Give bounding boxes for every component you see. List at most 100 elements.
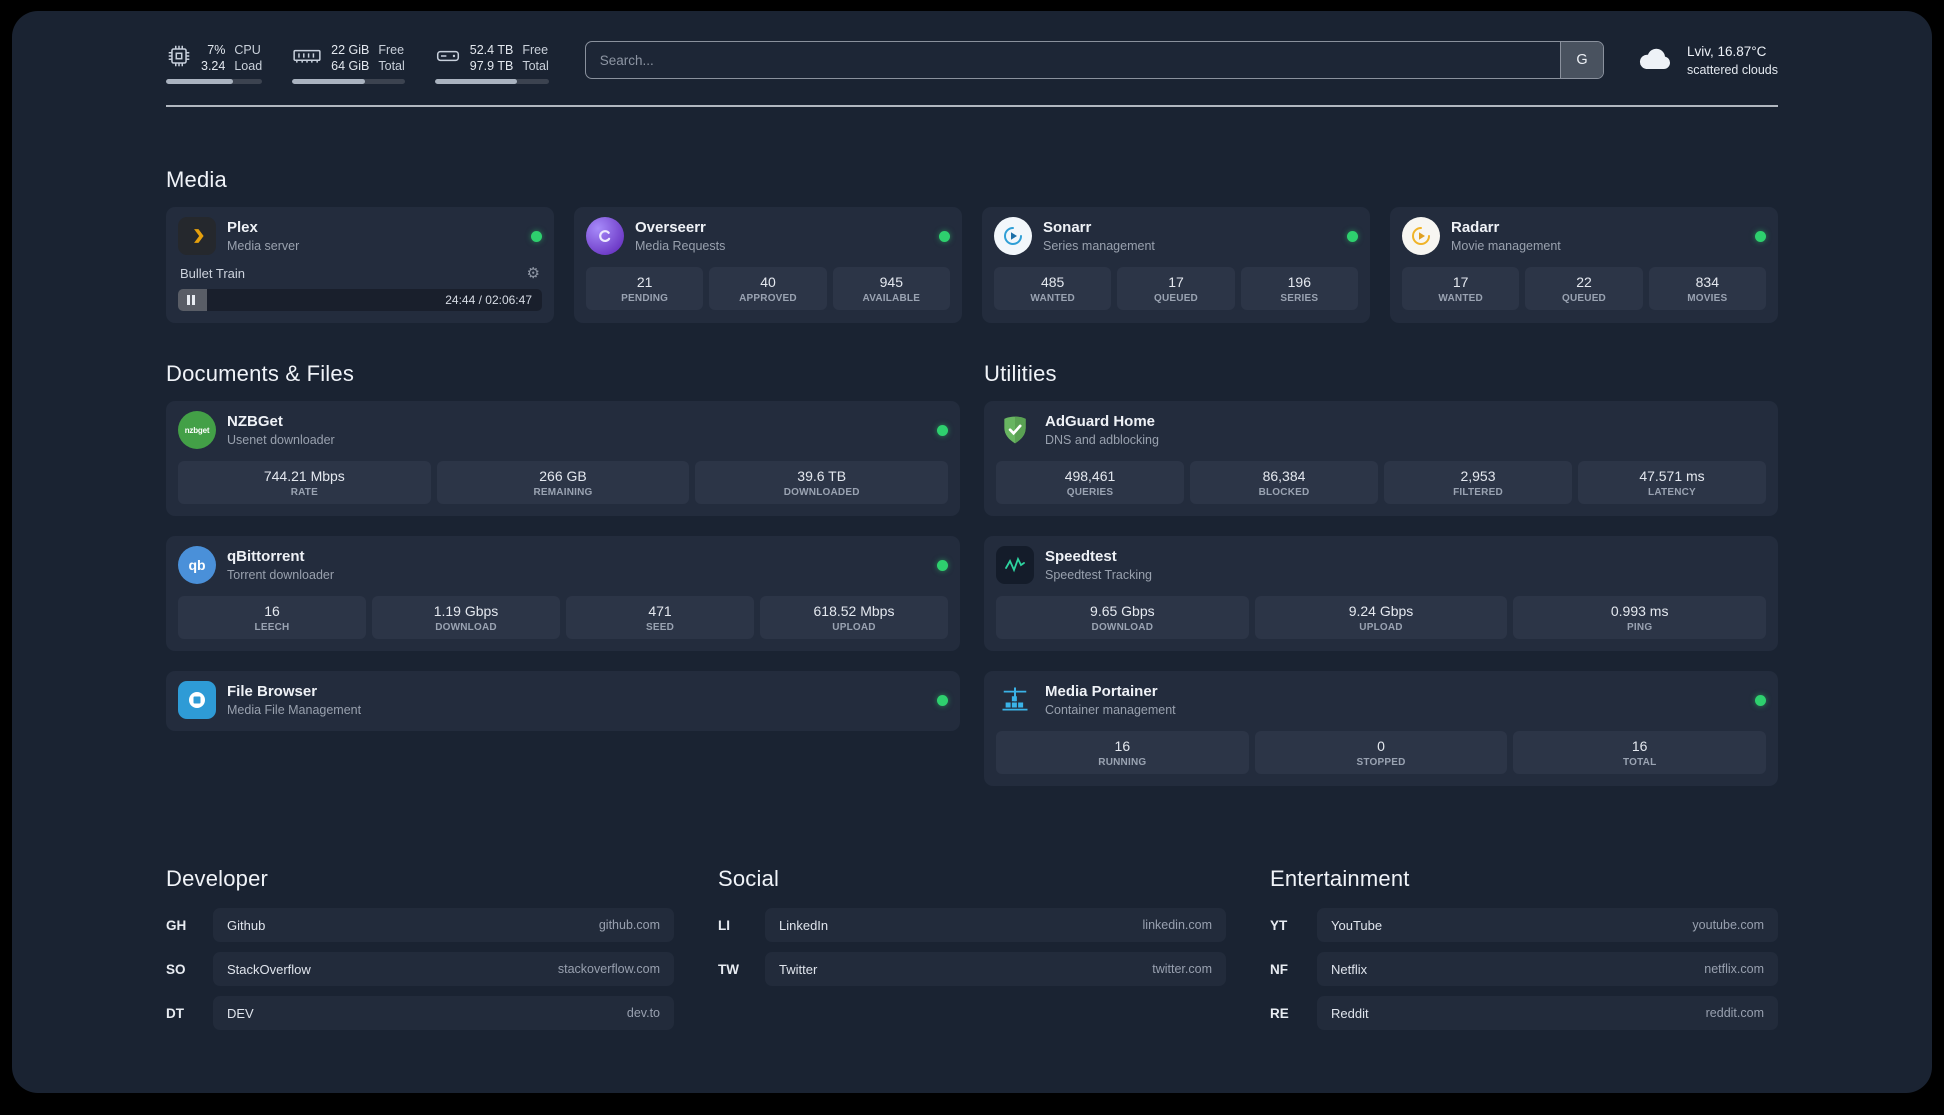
memory-label: Free [378,42,405,57]
pause-button[interactable] [178,295,204,305]
bookmark-netflix[interactable]: Netflix netflix.com [1317,952,1778,986]
bookmark-domain: netflix.com [1704,962,1764,976]
stat-upload: 618.52 Mbps UPLOAD [760,596,948,639]
search-input[interactable] [585,42,1560,78]
stat-value: 834 [1695,274,1719,290]
stat-value: 47.571 ms [1639,468,1705,484]
bookmark-name: Github [227,917,266,933]
service-link-qbittorrent[interactable]: qb qBittorrent Torrent downloader [178,546,948,584]
service-desc: Speedtest Tracking [1045,567,1153,582]
bookmark-youtube[interactable]: YouTube youtube.com [1317,908,1778,942]
stat-label: MOVIES [1687,293,1728,304]
memory-free: 22 GiB [331,42,370,57]
bookmark-row: DT DEV dev.to [166,996,674,1030]
bookmark-row: NF Netflix netflix.com [1270,952,1778,986]
service-desc: DNS and adblocking [1045,432,1159,447]
stat-stopped: 0 STOPPED [1254,731,1508,774]
service-link-sonarr[interactable]: Sonarr Series management [994,217,1358,255]
service-link-portainer[interactable]: Media Portainer Container management [996,681,1766,719]
status-dot [1755,230,1766,242]
service-name: File Browser [227,683,318,701]
stat-label: FILTERED [1453,487,1503,498]
gear-icon[interactable]: ⚙ [526,265,540,282]
disk-icon [435,43,461,74]
cpu-bar [166,79,263,85]
service-link-radarr[interactable]: Radarr Movie management [1402,217,1766,255]
search-provider-button[interactable]: G [1559,42,1603,78]
service-link-plex[interactable]: Plex Media server [178,217,542,255]
playback-progress-bar[interactable]: 24:44 / 02:06:47 [178,289,542,311]
service-name: Overseerr [635,219,706,237]
search-bar: G [584,41,1604,79]
stat-label: DOWNLOAD [1091,622,1154,633]
status-dot [1755,694,1766,706]
section-social: Social LI LinkedIn linkedin.com TW Twitt… [718,866,1226,1030]
bookmark-reddit[interactable]: Reddit reddit.com [1317,996,1778,1030]
stat-value: 9.24 Gbps [1348,603,1414,619]
bookmark-dev[interactable]: DEV dev.to [213,996,674,1030]
cloud-icon [1634,44,1676,79]
service-link-filebrowser[interactable]: File Browser Media File Management [178,681,948,719]
stat-label: UPLOAD [832,622,876,633]
stat-pending: 21 PENDING [586,267,704,310]
adguard-icon [996,411,1034,449]
stat-leech: 16 LEECH [178,596,366,639]
cpu-widget: 7% 3.24 CPU Load [166,42,263,85]
now-playing-title: Bullet Train [180,265,246,281]
service-link-speedtest[interactable]: Speedtest Speedtest Tracking [996,546,1766,584]
service-card-filebrowser: File Browser Media File Management [166,671,960,731]
stat-value: 0.993 ms [1610,603,1669,619]
bookmark-github[interactable]: Github github.com [213,908,674,942]
stat-download: 1.19 Gbps DOWNLOAD [372,596,560,639]
bookmark-name: DEV [227,1005,254,1021]
bookmark-name: Twitter [779,961,818,977]
stat-movies: 834 MOVIES [1648,267,1766,310]
stat-value: 618.52 Mbps [813,603,895,619]
portainer-icon [996,681,1034,719]
bookmark-twitter[interactable]: Twitter twitter.com [765,952,1226,986]
stat-value: 22 [1576,274,1592,290]
section-media: Media Plex Media server [166,167,1778,323]
stat-label: APPROVED [739,293,797,304]
stat-queries: 498,461 QUERIES [996,461,1184,504]
service-link-adguard[interactable]: AdGuard Home DNS and adblocking [996,411,1766,449]
section-title-entertainment: Entertainment [1270,866,1410,891]
stat-label: QUEUED [1562,293,1606,304]
memory-label2: Total [378,59,405,73]
service-card-radarr: Radarr Movie management 17 WANTED 22 QUE… [1390,207,1778,323]
stat-seed: 471 SEED [566,596,754,639]
section-title-developer: Developer [166,866,269,891]
stat-value: 16 [264,603,280,619]
radarr-icon [1402,217,1440,255]
service-desc: Usenet downloader [227,432,335,447]
service-card-adguard: AdGuard Home DNS and adblocking 498,461 … [984,401,1778,516]
service-link-nzbget[interactable]: nzbget NZBGet Usenet downloader [178,411,948,449]
dashboard: 7% 3.24 CPU Load [12,11,1932,1093]
stat-label: DOWNLOADED [783,487,860,498]
stat-value: 9.65 Gbps [1090,603,1155,619]
stat-label: DOWNLOAD [435,622,497,633]
service-link-overseerr[interactable]: Overseerr Media Requests [586,217,950,255]
speedtest-icon [996,546,1034,584]
stat-label: PENDING [621,293,669,304]
stat-label: RATE [290,487,318,498]
overseerr-icon [586,217,624,255]
status-dot [937,694,948,706]
stat-value: 21 [636,274,653,290]
bookmark-abbr: GH [166,917,187,933]
service-desc: Media server [227,238,300,253]
stat-latency: 47.571 ms LATENCY [1578,461,1766,504]
service-card-sonarr: Sonarr Series management 485 WANTED 17 Q… [982,207,1370,323]
disk-free: 52.4 TB [469,42,514,57]
section-title-social: Social [718,866,780,891]
service-name: Radarr [1451,219,1500,237]
service-name: Media Portainer [1045,683,1158,701]
bookmark-stackoverflow[interactable]: StackOverflow stackoverflow.com [213,952,674,986]
stat-queued: 22 QUEUED [1525,267,1643,310]
bookmark-linkedin[interactable]: LinkedIn linkedin.com [765,908,1226,942]
memory-total: 64 GiB [331,59,370,73]
service-desc: Movie management [1451,238,1561,253]
service-name: AdGuard Home [1045,413,1156,431]
service-name: qBittorrent [227,548,305,566]
bookmark-domain: youtube.com [1692,918,1764,932]
